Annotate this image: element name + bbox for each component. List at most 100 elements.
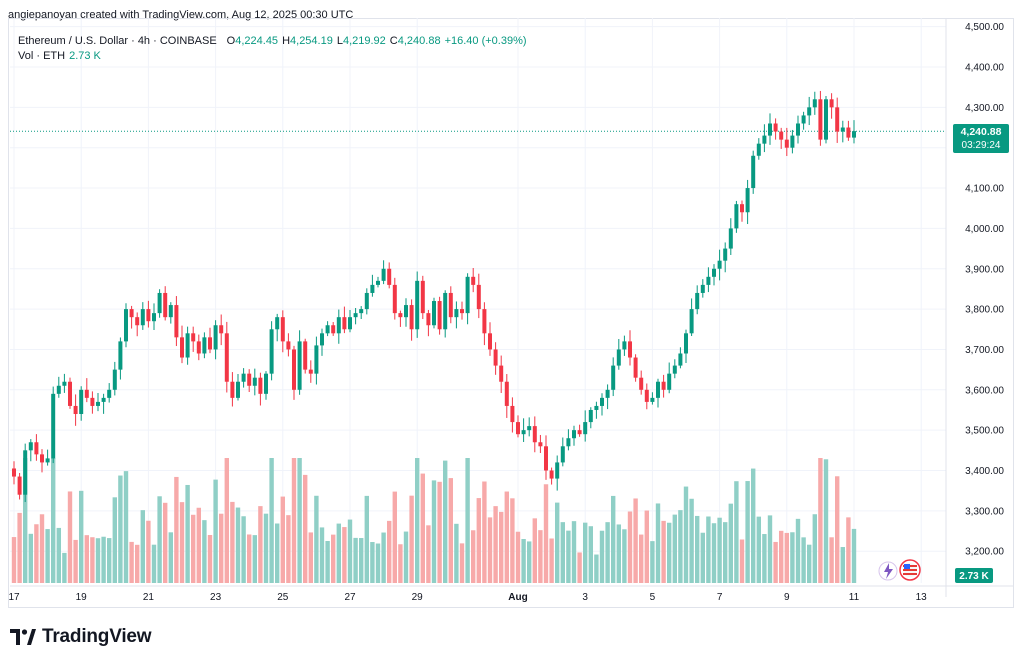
candle[interactable] xyxy=(824,96,828,144)
candle[interactable] xyxy=(252,368,257,396)
candle[interactable] xyxy=(728,218,733,255)
candle[interactable] xyxy=(163,286,168,321)
candle[interactable] xyxy=(224,321,229,393)
candle[interactable] xyxy=(230,372,235,407)
candle[interactable] xyxy=(460,301,464,320)
candle[interactable] xyxy=(359,306,364,320)
candle[interactable] xyxy=(140,302,145,330)
us-flag-event-icon[interactable] xyxy=(899,559,921,581)
candle[interactable] xyxy=(135,312,140,337)
candle[interactable] xyxy=(241,368,246,388)
candle[interactable] xyxy=(784,127,789,157)
candle[interactable] xyxy=(544,435,548,480)
candle[interactable] xyxy=(572,425,576,446)
candle[interactable] xyxy=(549,467,554,485)
candle[interactable] xyxy=(264,371,268,400)
candle[interactable] xyxy=(353,308,358,325)
candle[interactable] xyxy=(112,361,117,396)
candle[interactable] xyxy=(292,345,296,400)
candle[interactable] xyxy=(409,299,414,341)
candle[interactable] xyxy=(34,434,39,461)
candle[interactable] xyxy=(381,260,386,285)
candle[interactable] xyxy=(499,355,504,394)
candle[interactable] xyxy=(706,267,711,293)
candle[interactable] xyxy=(740,200,744,222)
candle[interactable] xyxy=(157,289,162,318)
candle[interactable] xyxy=(437,296,442,335)
candle[interactable] xyxy=(633,354,638,382)
candle[interactable] xyxy=(124,303,128,348)
candle[interactable] xyxy=(465,273,470,325)
candle[interactable] xyxy=(583,410,588,442)
candle[interactable] xyxy=(527,417,532,437)
candle[interactable] xyxy=(852,120,856,144)
candle[interactable] xyxy=(448,286,453,324)
candle[interactable] xyxy=(796,115,800,144)
candle[interactable] xyxy=(628,330,632,366)
candle[interactable] xyxy=(258,372,263,406)
candle[interactable] xyxy=(269,321,274,381)
candle[interactable] xyxy=(622,335,627,356)
candle[interactable] xyxy=(639,370,644,395)
candle[interactable] xyxy=(773,118,778,140)
candle[interactable] xyxy=(560,437,565,467)
candle[interactable] xyxy=(185,326,190,365)
candle[interactable] xyxy=(180,325,184,364)
candle[interactable] xyxy=(588,407,593,429)
candle[interactable] xyxy=(790,129,795,154)
candle[interactable] xyxy=(303,338,308,374)
candle[interactable] xyxy=(768,113,772,145)
candle[interactable] xyxy=(348,309,352,333)
candle[interactable] xyxy=(493,342,498,375)
candle[interactable] xyxy=(45,449,50,466)
candle[interactable] xyxy=(801,111,806,130)
candle[interactable] xyxy=(96,392,100,412)
candle[interactable] xyxy=(807,96,812,126)
candle[interactable] xyxy=(236,373,240,401)
candle[interactable] xyxy=(667,362,672,394)
candle[interactable] xyxy=(325,321,330,337)
candle[interactable] xyxy=(751,150,756,194)
candle[interactable] xyxy=(280,310,285,353)
candle[interactable] xyxy=(611,357,616,397)
candle[interactable] xyxy=(779,127,784,149)
candle[interactable] xyxy=(247,369,252,392)
candle[interactable] xyxy=(90,391,95,414)
candle[interactable] xyxy=(387,262,392,289)
candle[interactable] xyxy=(331,322,336,336)
candle[interactable] xyxy=(723,242,728,273)
candle[interactable] xyxy=(174,296,179,347)
candle[interactable] xyxy=(415,271,420,338)
candle[interactable] xyxy=(202,332,207,359)
candle[interactable] xyxy=(684,329,688,363)
candle[interactable] xyxy=(40,449,44,473)
candle[interactable] xyxy=(308,360,313,383)
candle[interactable] xyxy=(336,309,341,344)
tradingview-logo[interactable]: TradingView xyxy=(10,626,152,648)
candle[interactable] xyxy=(146,300,151,328)
candle[interactable] xyxy=(644,383,649,410)
candle[interactable] xyxy=(689,298,694,337)
candle[interactable] xyxy=(342,306,347,334)
candle[interactable] xyxy=(196,334,201,361)
candle[interactable] xyxy=(734,200,739,233)
candle[interactable] xyxy=(376,276,380,288)
candle[interactable] xyxy=(504,374,509,418)
candle[interactable] xyxy=(191,326,196,352)
candle[interactable] xyxy=(471,267,476,293)
candle[interactable] xyxy=(443,290,448,338)
candle[interactable] xyxy=(152,303,156,330)
candle[interactable] xyxy=(432,297,436,329)
candle[interactable] xyxy=(392,277,397,320)
candle[interactable] xyxy=(661,374,666,398)
candle[interactable] xyxy=(208,327,212,354)
candle[interactable] xyxy=(532,416,537,453)
candle[interactable] xyxy=(118,337,123,380)
candle[interactable] xyxy=(56,376,61,398)
candle[interactable] xyxy=(594,401,599,419)
candle[interactable] xyxy=(745,179,750,225)
candle[interactable] xyxy=(510,397,515,433)
candle[interactable] xyxy=(286,333,291,357)
candle[interactable] xyxy=(846,120,851,141)
